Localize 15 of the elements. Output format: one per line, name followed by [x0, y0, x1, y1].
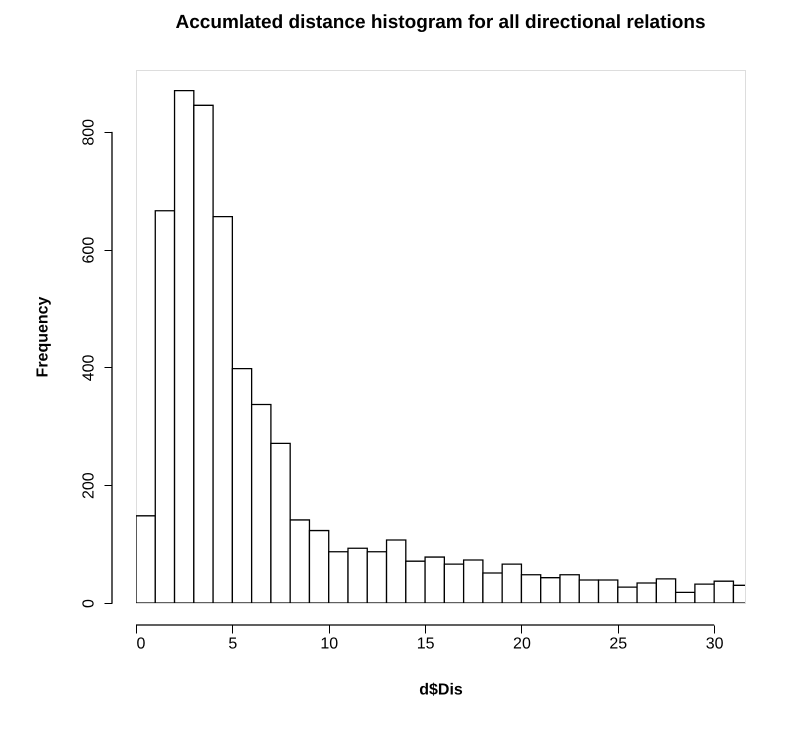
x-tick-label: 30	[706, 636, 724, 652]
y-tick-label: 600	[80, 236, 98, 264]
x-tick-label: 20	[513, 636, 531, 652]
y-axis-title: Frequency	[34, 296, 52, 378]
x-tick-label: 10	[320, 636, 338, 652]
x-axis-title: d$Dis	[419, 682, 463, 698]
y-tick-label: 200	[80, 472, 98, 500]
x-tick-label: 15	[416, 636, 435, 652]
x-tick-label: 0	[136, 636, 146, 652]
y-tick-label: 400	[80, 354, 98, 382]
x-tick-label: 25	[609, 636, 628, 652]
x-tick-label: 5	[228, 636, 238, 652]
y-tick-label: 800	[80, 118, 98, 146]
y-tick-label: 0	[80, 598, 98, 608]
chart-title: Accumlated distance histogram for all directional relations	[175, 12, 706, 33]
